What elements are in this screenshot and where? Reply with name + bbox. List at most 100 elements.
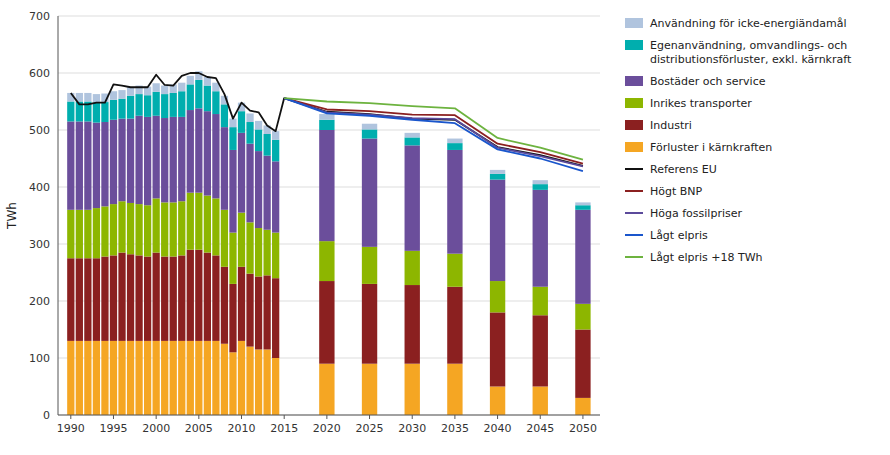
bar-segment <box>153 116 160 199</box>
legend: Användning för icke-energiändamål Egenanv… <box>625 17 852 264</box>
bar-segment <box>362 284 377 364</box>
bar-segment <box>533 184 548 190</box>
x-tick-label: 2035 <box>441 422 469 435</box>
bar-segment <box>246 122 253 144</box>
bar-segment <box>84 258 91 341</box>
legend-label-line: distributionsförluster, exkl. kärnkraft <box>650 53 852 66</box>
bar-segment <box>187 110 194 193</box>
bar-segment <box>255 121 262 130</box>
bar-segment <box>135 204 142 255</box>
bar-segment <box>204 86 211 112</box>
bar-segment <box>187 84 194 110</box>
x-tick <box>497 415 498 419</box>
bar-segment <box>144 341 151 415</box>
bar-segment <box>161 257 168 341</box>
legend-label: Höga fossilpriser <box>650 207 742 220</box>
x-tick <box>241 415 242 419</box>
bar-segment <box>255 276 262 349</box>
bar-segment <box>170 93 177 117</box>
x-tick-label: 2025 <box>356 422 384 435</box>
bar-segment <box>178 255 185 341</box>
bar-segment <box>246 274 253 347</box>
legend-label-line: Lågt elpris +18 TWh <box>650 251 763 264</box>
bar-segment <box>447 150 462 254</box>
bar-segment <box>110 100 117 120</box>
x-axis-line <box>58 415 600 416</box>
legend-label-line: Höga fossilpriser <box>650 207 742 220</box>
bar-segment <box>127 119 134 203</box>
bar-segment <box>405 145 420 250</box>
legend-label-line: Bostäder och service <box>650 75 766 88</box>
bar-segment <box>447 287 462 364</box>
bar-segment <box>101 122 108 206</box>
bar-segment <box>246 222 253 273</box>
bar-segment <box>212 341 219 415</box>
x-tick <box>582 415 583 419</box>
bar-segment <box>93 341 100 415</box>
bar-segment <box>238 213 245 267</box>
legend-label: Industri <box>650 119 692 132</box>
bar-segment <box>490 170 505 174</box>
bar-segment <box>246 144 253 223</box>
bar-segment <box>76 258 83 341</box>
marks <box>67 71 590 415</box>
x-tick <box>156 415 157 419</box>
bar-segment <box>238 111 245 133</box>
bar-segment <box>575 398 590 415</box>
bar-segment <box>575 330 590 398</box>
legend-swatch <box>625 18 643 28</box>
bar-segment <box>405 364 420 415</box>
bar-segment <box>93 208 100 258</box>
y-axis-title: TWh <box>5 202 19 230</box>
legend-swatch <box>625 142 643 152</box>
bar-segment <box>533 180 548 184</box>
bar-segment <box>178 117 185 201</box>
grid <box>58 16 600 415</box>
legend-label: Användning för icke-energiändamål <box>650 17 846 30</box>
legend-label-line: Inrikes transporter <box>650 97 752 110</box>
y-tick-label: 200 <box>29 295 50 308</box>
legend-swatch <box>625 256 643 258</box>
bar-segment <box>405 137 420 145</box>
bar-segment <box>110 91 117 100</box>
y-tick-label: 0 <box>43 409 50 422</box>
bar-segment <box>221 344 228 415</box>
bar-segment <box>170 202 177 256</box>
bar-segment <box>67 258 74 341</box>
legend-swatch <box>625 212 643 214</box>
bar-segment <box>84 210 91 258</box>
bar-segment <box>178 201 185 255</box>
bar-segment <box>272 161 279 232</box>
bar-segment <box>118 119 125 202</box>
bar-segment <box>195 250 202 341</box>
legend-label-line: Användning för icke-energiändamål <box>650 17 846 30</box>
bar-segment <box>490 174 505 180</box>
x-tick-label: 2050 <box>569 422 597 435</box>
bar-segment <box>135 341 142 415</box>
x-tick-label: 1995 <box>99 422 127 435</box>
x-tick-label: 2005 <box>185 422 213 435</box>
bar-segment <box>76 121 83 209</box>
bar-segment <box>153 253 160 341</box>
bar-segment <box>272 233 279 279</box>
bar-segment <box>490 312 505 386</box>
legend-swatch <box>625 120 643 130</box>
bar-segment <box>118 341 125 415</box>
bar-segment <box>405 285 420 364</box>
legend-label-line: Högt BNP <box>650 185 703 198</box>
bar-segment <box>101 206 108 256</box>
bar-segment <box>255 349 262 415</box>
bar-segment <box>144 205 151 256</box>
bar-segment <box>178 341 185 415</box>
bar-segment <box>67 102 74 122</box>
legend-label: Lågt elpris <box>650 229 708 242</box>
bar-segment <box>272 131 279 140</box>
bar-segment <box>118 90 125 99</box>
bar-segment <box>255 151 262 228</box>
bar-segment <box>362 124 377 130</box>
legend-label: Egenanvändning, omvandlings- ochdistribu… <box>650 39 852 66</box>
bar-segment <box>238 133 245 213</box>
x-tick <box>113 415 114 419</box>
x-tick <box>284 415 285 419</box>
bar-segment <box>229 119 236 128</box>
